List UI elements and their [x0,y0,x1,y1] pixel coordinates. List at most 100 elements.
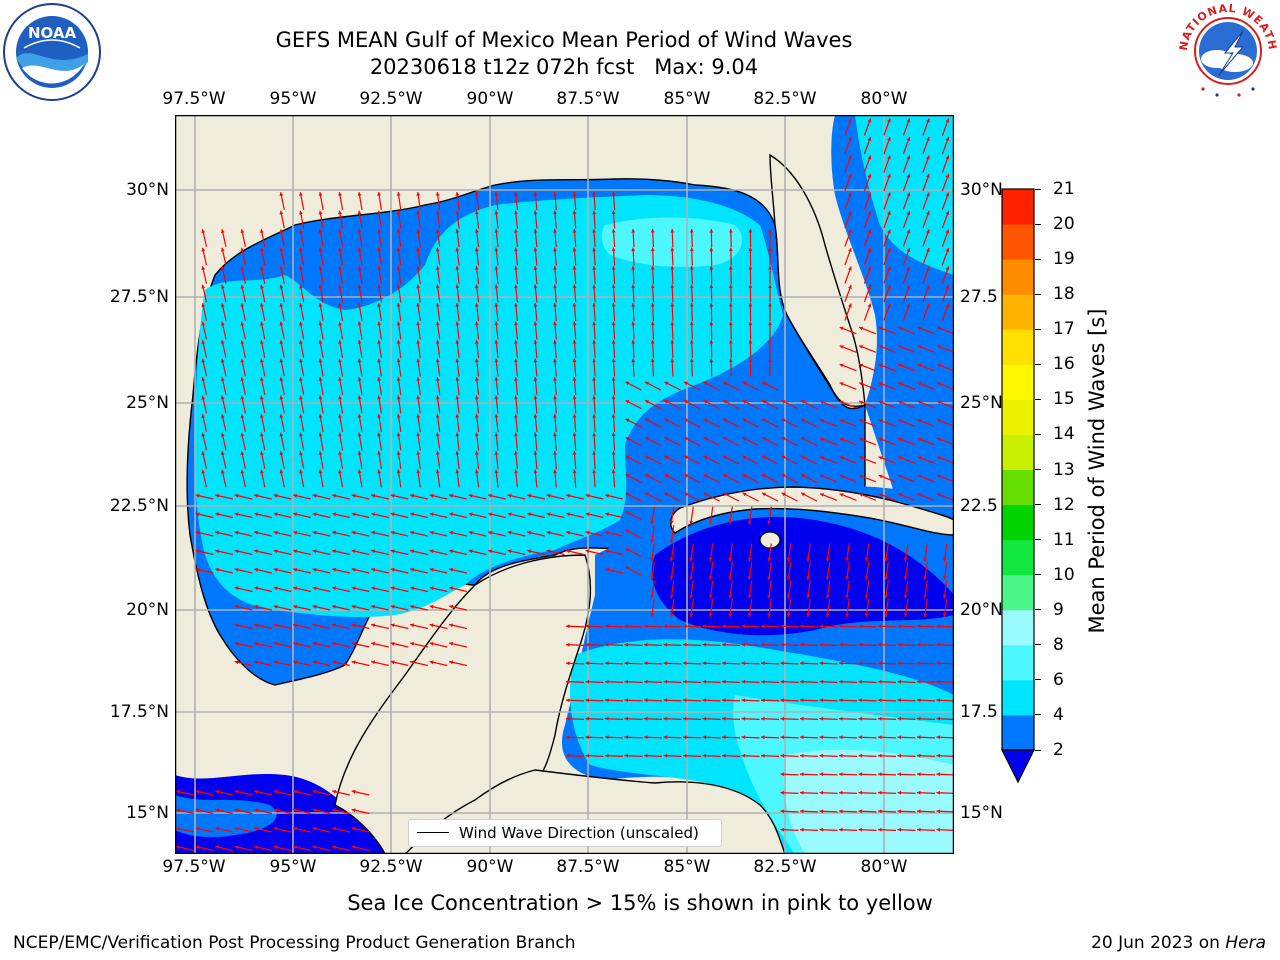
wind-arrow-head [942,613,947,617]
wind-arrow-head [858,661,863,666]
wind-arrow-head [195,493,200,498]
wind-arrow-head [592,432,596,437]
wind-arrow-head [254,660,259,665]
wind-arrow-head [514,469,518,474]
wind-arrow-head [240,377,245,381]
wind-arrow-head [650,358,655,363]
wind-arrow-head [839,790,843,795]
wind-arrow-head [878,735,882,740]
wind-arrow-head [371,493,376,498]
wind-arrow-head [312,586,317,591]
wind-arrow-head [897,790,902,795]
wind-arrow-head [566,661,570,666]
wind-arrow-head [357,321,362,326]
wind-arrow-head [494,321,499,326]
wind-arrow-head [768,284,772,288]
colorbar-tick-mark [1035,609,1041,611]
wind-arrow-head [435,451,440,455]
wind-arrow-head [884,557,889,562]
wind-arrow-head [742,437,747,441]
wind-arrow-head [240,432,245,437]
wind-arrow-head [786,613,791,617]
wind-arrow-head [611,229,616,233]
wind-arrow-head [768,321,772,325]
wind-arrow-head [768,247,772,251]
wind-arrow-head [723,492,727,497]
wind-arrow-head [234,549,239,554]
wind-arrow-head [729,303,733,307]
wind-arrow-head [650,594,655,599]
wind-arrow-head [396,414,401,418]
wind-arrow-head [474,395,479,400]
wind-arrow-head [605,698,609,703]
wind-arrow-head [702,642,707,647]
wind-arrow-head [371,660,376,665]
wind-arrow-head [917,624,921,629]
wind-arrow-head [494,192,499,196]
wind-arrow-head [273,604,278,609]
wind-arrow-head [318,432,323,437]
wind-arrow-head [839,493,844,497]
colorbar-tick-mark [1035,433,1041,435]
wind-arrow-head [468,549,473,554]
wind-arrow-head [878,698,882,703]
wind-arrow-head [435,469,440,474]
wind-arrow-head [878,772,882,777]
wind-arrow-head [845,613,850,617]
wind-arrow-head [689,284,694,289]
wind-arrow-head [195,826,200,831]
wind-arrow-head [377,451,381,455]
wind-arrow-head [215,549,220,554]
wind-arrow-head [945,192,950,197]
wind-arrow-head [514,303,518,307]
wind-arrow-head [762,400,766,404]
wind-arrow-head [474,358,479,363]
wind-arrow-head [273,641,278,646]
wind-arrow-head [215,530,220,535]
wind-arrow-head [625,566,630,571]
wind-arrow-head [332,493,337,498]
wind-arrow-head [917,716,921,721]
colorbar-tick-label: 13 [1053,459,1075,480]
wind-arrow-head [351,586,356,591]
wind-arrow-head [410,604,415,609]
wind-arrow-head [566,753,570,758]
wind-arrow-head [702,716,707,721]
colorbar-tick-mark [1035,258,1041,260]
wind-arrow-head [825,557,830,562]
wind-arrow-head [858,827,863,832]
wind-arrow-head [723,437,727,441]
wind-arrow-head [279,358,284,363]
wind-arrow-head [897,809,902,814]
wind-arrow-head [884,576,889,580]
wind-arrow-head [762,492,766,497]
wind-arrow-head [669,576,674,580]
wind-arrow-head [664,437,669,441]
wind-arrow-head [859,326,864,331]
wind-arrow-head [936,624,941,629]
wind-arrow-head [937,493,942,497]
wind-arrow-head [650,340,655,344]
wind-arrow-head [800,735,804,740]
wind-arrow-head [377,247,381,252]
wind-arrow-head [683,661,687,666]
wind-arrow-head [377,229,381,233]
colorbar-tick-mark [1035,574,1041,576]
tick-label: 22.5°N [109,496,169,516]
wind-arrow-head [455,303,460,307]
wind-arrow-head [514,358,518,363]
wind-arrow-head [887,211,891,215]
wind-arrow-head [664,492,669,497]
wind-arrow-head [396,432,401,437]
wind-arrow-head [195,845,200,850]
wind-arrow-head [631,266,636,270]
wind-arrow-head [299,451,303,455]
colorbar-tick-mark [1035,293,1041,295]
wind-arrow-head [312,567,317,572]
wind-arrow-head [936,827,941,832]
wind-arrow-head [644,624,648,629]
wind-arrow-head [592,247,596,252]
wind-arrow-head [839,363,844,368]
wind-arrow-head [533,432,538,437]
wind-arrow-head [377,395,381,400]
